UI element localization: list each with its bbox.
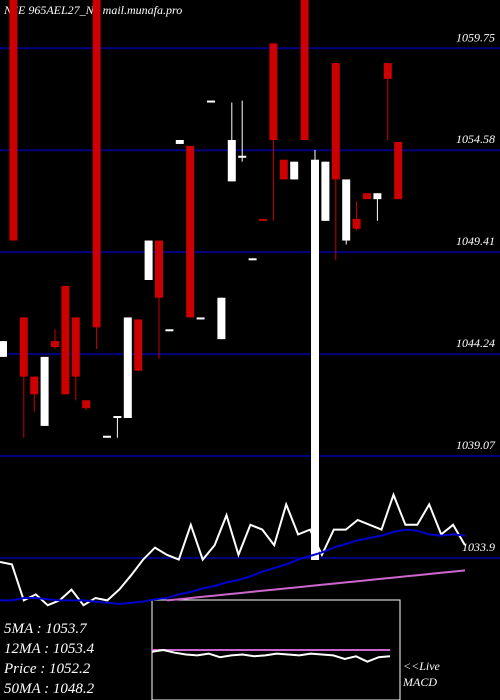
candle-body [155,240,163,298]
candle-body [207,100,215,103]
y-tick-label: 1039.07 [456,438,496,452]
indicator-line [151,648,391,663]
candle-body [217,297,226,340]
candle-body [92,0,101,328]
y-tick-label: 1054.58 [456,132,495,146]
candle-body [71,317,80,377]
candle-body [19,317,28,377]
candle-body [30,376,39,395]
y-tick-label: 1059.75 [456,30,495,44]
legend-text: Price : 1052.2 [3,661,91,677]
candle-body [175,139,184,144]
candle-body [186,145,195,318]
candle-body [134,319,143,371]
candle-body [269,43,278,140]
candle-body [238,155,247,158]
candle-body [51,341,59,348]
candle-body [383,63,392,79]
candle-body [196,317,205,320]
candle-body [40,356,49,426]
candle-body [373,193,382,200]
legend-text: 5MA : 1053.7 [4,621,88,637]
candle-body [311,159,319,560]
candle-body [165,329,174,332]
candle-body [113,416,122,419]
candle-body [279,159,288,180]
candle-body [290,161,299,180]
macd-label: <<Live [403,659,441,673]
candle-body [103,435,111,438]
candle-body [331,63,340,180]
candle-body [61,285,70,395]
legend-text: 50MA : 1048.2 [4,681,95,697]
candle-body [144,240,153,280]
legend-text: 12MA : 1053.4 [4,641,95,657]
candle-body [352,218,361,229]
y-tick-label: 1044.24 [456,336,495,350]
y-tick-label: 1049.41 [456,234,495,248]
candle-body [248,258,257,261]
candle-body [82,400,91,409]
indicator-line [0,491,466,607]
candle-body [123,317,132,419]
y-tick-label: 1033.9 [462,540,495,554]
macd-label: MACD [402,675,437,689]
candle-body [363,193,371,200]
candle-body [394,141,403,200]
candle-body [342,179,351,241]
candle-body [259,218,267,221]
indicator-line [0,528,466,606]
candle-body [227,139,236,182]
candle-body [9,0,18,241]
indicator-line [166,569,466,602]
candle-body [300,0,309,140]
candle-body [0,341,7,357]
candle-body [321,161,330,221]
